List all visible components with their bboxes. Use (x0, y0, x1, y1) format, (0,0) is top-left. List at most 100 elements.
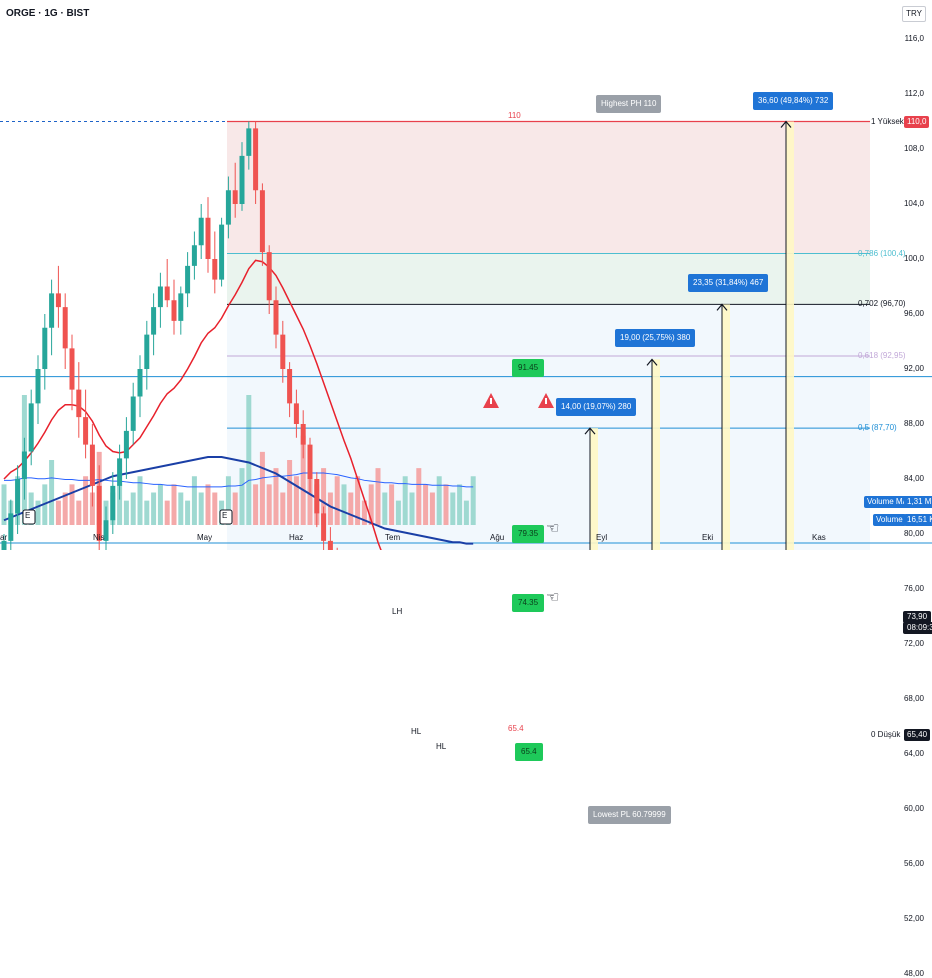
volume-bar (423, 484, 429, 525)
volume-bar (470, 476, 476, 525)
volume-bar (123, 500, 129, 525)
symbol-title[interactable]: ORGE · 1G · BIST (6, 8, 90, 19)
highest-ph-label[interactable]: Highest PH 110 (596, 94, 662, 113)
price-tick-label: 100,0 (903, 254, 924, 263)
target-label[interactable]: 36,60 (49,84%) 732 (753, 91, 834, 110)
candle-body (151, 307, 157, 335)
candle-body (327, 540, 333, 550)
volume-bar (144, 500, 150, 525)
fast-moving-average (3, 259, 382, 550)
price-tick-label: 116,0 (904, 34, 924, 43)
candle-body (314, 479, 320, 514)
volume-value: 16,51 K (904, 514, 932, 526)
level-tag-green[interactable]: 91.45 (512, 358, 545, 377)
currency-button[interactable]: TRY (902, 6, 926, 22)
candle-body (212, 259, 218, 280)
volume-bar (259, 451, 265, 525)
volume-bar (280, 492, 286, 525)
candle-body (130, 396, 136, 431)
volume-bar (35, 500, 41, 525)
candle-body (137, 369, 143, 397)
target-label[interactable]: 23,35 (31,84%) 467 (688, 274, 769, 293)
warning-icon-mark (545, 398, 547, 404)
volume-bar (164, 500, 170, 525)
earnings-icon[interactable] (22, 509, 36, 525)
pointing-hand-icon: ☜ (546, 588, 560, 606)
volume-bar (130, 492, 136, 525)
price-tick-label: 76,00 (903, 584, 924, 593)
price-tick-label: 48,00 (903, 969, 924, 978)
volume-label: Volume (873, 514, 906, 526)
candle-body (1, 540, 7, 550)
target-arrow-head (716, 303, 728, 311)
level-tag-green[interactable]: 79.35 (512, 524, 545, 543)
candle-body (185, 265, 191, 294)
candle-body (259, 190, 265, 253)
candle-body (300, 424, 306, 445)
volume-bar (395, 500, 401, 525)
fib-zone-top (227, 121, 870, 254)
price-chart[interactable] (0, 0, 932, 550)
volume-bar (457, 484, 463, 525)
volume-bar (151, 492, 157, 525)
target-arrow-head (780, 120, 792, 128)
date-tick-label: Tem (385, 533, 401, 542)
volume-bar (266, 484, 272, 525)
volume-bar (361, 500, 367, 525)
volume-bar (334, 476, 340, 525)
level-tag-green[interactable]: 65.4 (515, 742, 543, 761)
volume-bar (212, 492, 218, 525)
volume-bar (375, 468, 381, 525)
candle-body (307, 444, 313, 479)
earnings-icon[interactable] (219, 509, 233, 525)
target-arrow-head (646, 358, 658, 366)
price-tick-label: 56,00 (903, 859, 924, 868)
price-tick-label: 72,00 (903, 639, 924, 648)
lowest-pl-label[interactable]: Lowest PL 60.79999 (588, 806, 671, 824)
level-tag-green[interactable]: 74.35 (512, 593, 545, 612)
target-label[interactable]: 14,00 (19,07%) 280 (556, 398, 637, 417)
candle-body (69, 348, 75, 390)
candle-body (28, 403, 34, 452)
date-tick-label: Eki (702, 533, 714, 542)
candle-body (8, 513, 14, 541)
candle-body (42, 327, 48, 369)
volume-bar (409, 492, 415, 525)
candle-body (164, 286, 170, 301)
candle-body (171, 300, 177, 321)
candle-body (293, 403, 299, 424)
volume-bar (307, 476, 313, 525)
volume-bar (246, 395, 252, 525)
candle-body (191, 245, 197, 266)
earnings-marker-label[interactable]: E (222, 511, 228, 520)
volume-bar (198, 492, 204, 525)
volume-bar (368, 484, 374, 525)
target-label[interactable]: 19,00 (25,75%) 380 (615, 329, 696, 348)
target-range-band (652, 359, 660, 550)
candle-body (280, 334, 286, 369)
volume-ma-value: 1,31 M (904, 496, 932, 508)
fib-level-label: 0,5 (87,70) (858, 423, 897, 433)
candle-body (117, 458, 123, 486)
volume-bar (178, 492, 184, 525)
volume-bar (239, 468, 245, 525)
price-tick-label: 64,00 (903, 749, 924, 758)
volume-bar (76, 500, 82, 525)
volume-bar (191, 476, 197, 525)
fib-level-label: 0,786 (100,4) (858, 248, 906, 258)
candlesticks (1, 121, 338, 550)
date-tick-label: Ağu (490, 533, 505, 542)
volume-bar (185, 500, 191, 525)
candle-body (321, 513, 327, 541)
candle-body (157, 286, 163, 308)
candle-body (232, 190, 238, 204)
volume-bar (416, 468, 422, 525)
candle-body (103, 520, 109, 541)
volume-bar (327, 492, 333, 525)
earnings-marker-label[interactable]: E (25, 511, 31, 520)
volume-bar (389, 484, 395, 525)
target-arrows (584, 120, 794, 550)
date-tick-label: Kas (812, 533, 826, 542)
chart-markers (22, 393, 554, 525)
warning-icon-mark (490, 398, 492, 404)
